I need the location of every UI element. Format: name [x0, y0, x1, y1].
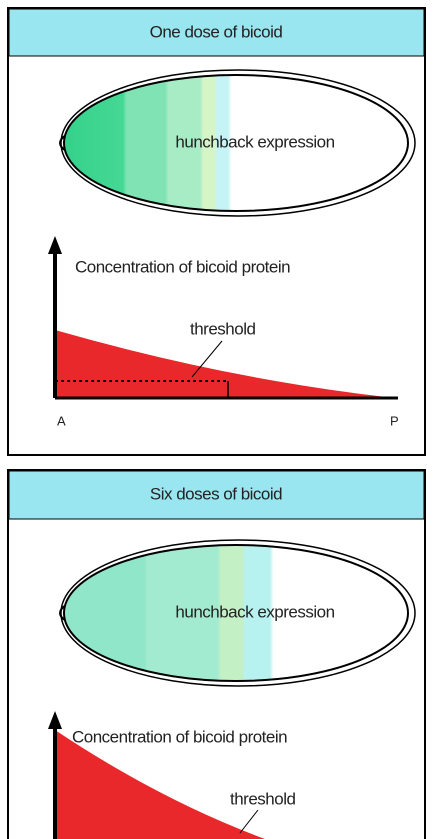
page: One dose of bicoid hunchback expression … — [0, 0, 433, 839]
threshold-label: threshold — [230, 789, 295, 808]
embryo-label: hunchback expression — [175, 132, 334, 151]
axis-label: Concentration of bicoid protein — [75, 257, 290, 276]
panel-title: One dose of bicoid — [150, 22, 283, 41]
axis-label: Concentration of bicoid protein — [72, 727, 287, 746]
panel-one: One dose of bicoid hunchback expression … — [8, 8, 425, 455]
anterior-label: A — [57, 413, 66, 428]
diagram: One dose of bicoid hunchback expression … — [0, 0, 433, 839]
threshold-label: threshold — [190, 319, 255, 338]
panel-six: Six doses of bicoid hunchback expression… — [8, 470, 425, 839]
panel-title: Six doses of bicoid — [150, 484, 282, 503]
embryo-label: hunchback expression — [175, 602, 334, 621]
posterior-label: P — [390, 413, 398, 428]
